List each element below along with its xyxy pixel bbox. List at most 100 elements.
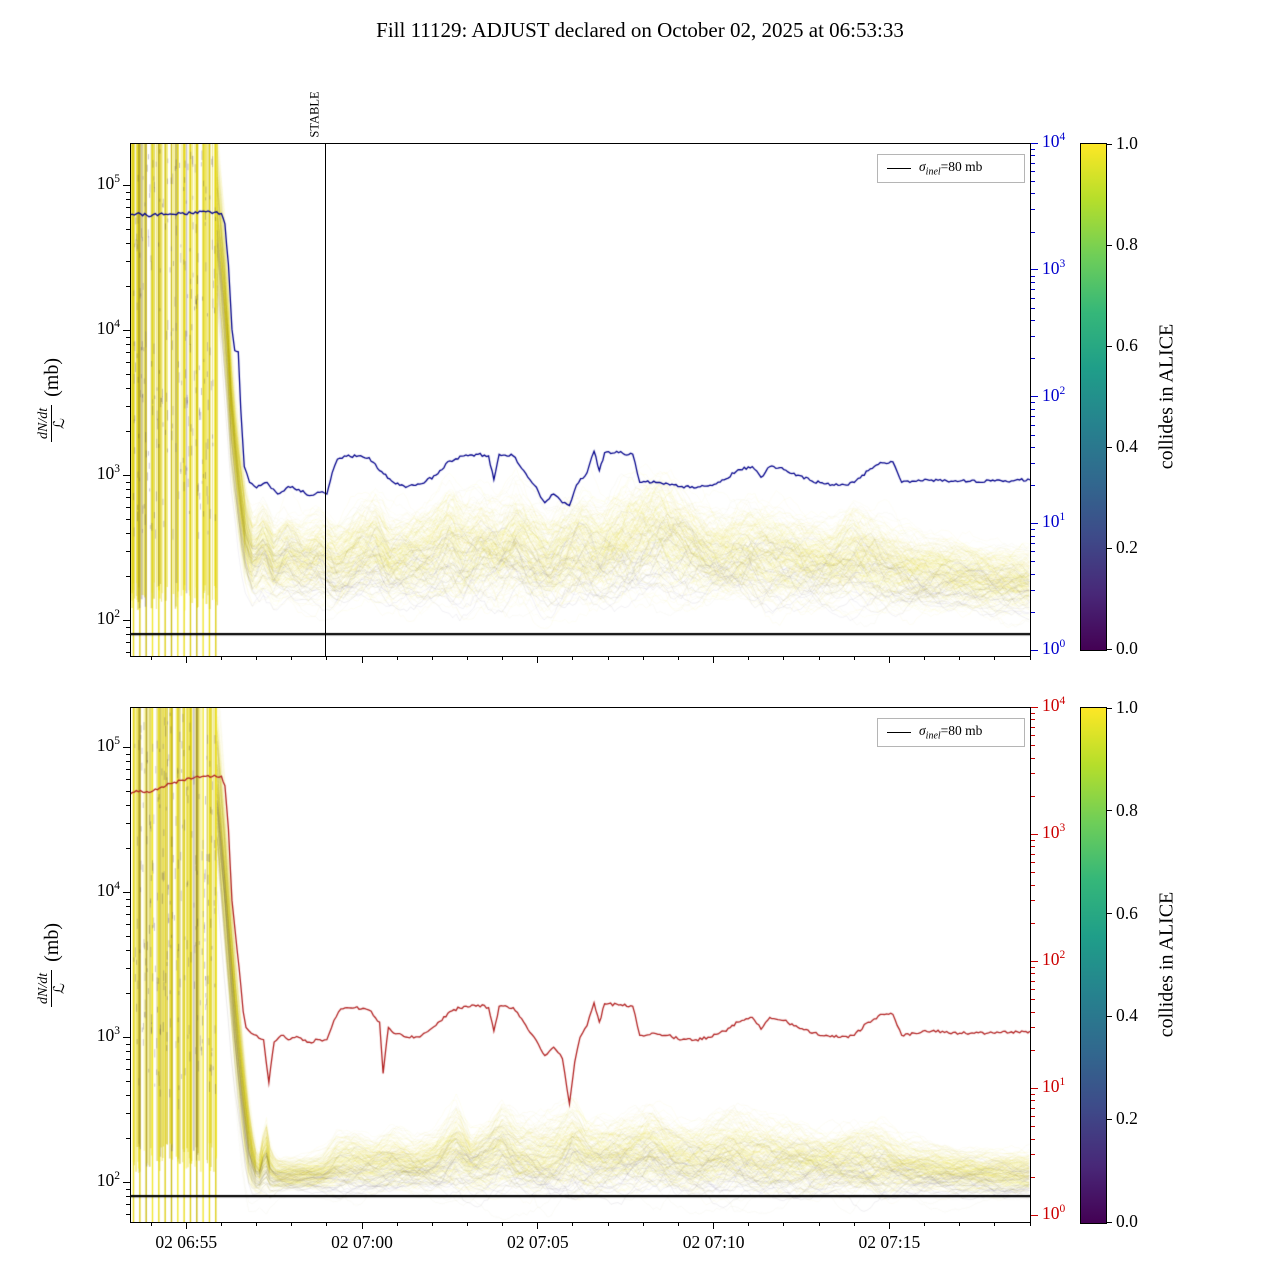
x-minor-tick bbox=[783, 656, 785, 660]
right-minor-tick bbox=[1031, 922, 1035, 924]
colorbar-top bbox=[1080, 143, 1107, 651]
colorbar-bottom bbox=[1080, 707, 1107, 1224]
colorbar-tick bbox=[1106, 547, 1112, 549]
y-minor-tick bbox=[126, 576, 130, 578]
right-minor-tick bbox=[1031, 712, 1035, 714]
y-minor-tick bbox=[126, 336, 130, 338]
legend-top: σinel=80 mb bbox=[877, 154, 1025, 183]
figure-title: Fill 11129: ADJUST declared on October 0… bbox=[376, 18, 904, 42]
right-minor-tick bbox=[1031, 611, 1035, 613]
legend-line-sample bbox=[887, 732, 911, 733]
right-major-tick bbox=[1031, 522, 1038, 524]
x-minor-tick bbox=[326, 1222, 328, 1226]
x-tick-label: 02 07:05 bbox=[506, 1232, 569, 1252]
y-minor-tick bbox=[126, 373, 130, 375]
right-major-tick bbox=[1031, 1087, 1038, 1089]
colorbar-tick-label: 0.8 bbox=[1116, 799, 1138, 820]
y-axis-label-bottom: dN/dt ℒ (mb) bbox=[29, 885, 75, 1045]
x-minor-tick bbox=[748, 1222, 750, 1226]
right-minor-tick bbox=[1031, 1138, 1035, 1140]
right-minor-tick bbox=[1031, 757, 1035, 759]
colorbar-tick bbox=[1106, 244, 1112, 246]
right-minor-tick bbox=[1031, 1011, 1035, 1013]
y-minor-tick bbox=[126, 191, 130, 193]
x-minor-tick bbox=[607, 1222, 609, 1226]
y-minor-tick bbox=[126, 242, 130, 244]
right-minor-tick bbox=[1031, 726, 1035, 728]
right-minor-tick bbox=[1031, 980, 1035, 982]
right-minor-tick bbox=[1031, 209, 1035, 211]
y-minor-tick bbox=[126, 344, 130, 346]
y-tick-label: 102 bbox=[96, 608, 120, 628]
colorbar-tick bbox=[1106, 810, 1112, 812]
colorbar-tick bbox=[1106, 446, 1112, 448]
y-tick-label: 105 bbox=[96, 173, 120, 193]
x-minor-tick bbox=[677, 656, 679, 660]
right-minor-tick bbox=[1031, 1100, 1035, 1102]
y-minor-tick bbox=[126, 779, 130, 781]
right-minor-tick bbox=[1031, 307, 1035, 309]
right-tick-label: 102 bbox=[1042, 949, 1066, 969]
x-minor-tick bbox=[431, 1222, 433, 1226]
x-minor-tick bbox=[502, 656, 504, 660]
x-minor-tick bbox=[572, 1222, 574, 1226]
right-minor-tick bbox=[1031, 231, 1035, 233]
right-minor-tick bbox=[1031, 485, 1035, 487]
colorbar-tick bbox=[1106, 1221, 1112, 1223]
colorbar-tick bbox=[1106, 648, 1112, 650]
right-minor-tick bbox=[1031, 884, 1035, 886]
x-minor-tick bbox=[256, 656, 258, 660]
colorbar-tick-label: 1.0 bbox=[1116, 697, 1138, 717]
y-minor-tick bbox=[126, 924, 130, 926]
colorbar-tick-label: 0.0 bbox=[1116, 1211, 1138, 1231]
x-minor-tick bbox=[853, 1222, 855, 1226]
y-major-tick bbox=[123, 619, 130, 621]
stable-line bbox=[324, 144, 326, 656]
x-minor-tick bbox=[642, 1222, 644, 1226]
y-minor-tick bbox=[126, 550, 130, 552]
y-major-tick bbox=[123, 184, 130, 186]
y-minor-tick bbox=[126, 935, 130, 937]
x-minor-tick bbox=[431, 656, 433, 660]
y-axis-fraction-denominator: ℒ bbox=[51, 418, 68, 429]
y-minor-tick bbox=[126, 753, 130, 755]
right-minor-tick bbox=[1031, 535, 1035, 537]
x-major-tick bbox=[888, 656, 890, 663]
x-minor-tick bbox=[818, 1222, 820, 1226]
y-minor-tick bbox=[126, 652, 130, 654]
right-minor-tick bbox=[1031, 966, 1035, 968]
y-tick-label: 104 bbox=[96, 880, 120, 900]
right-minor-tick bbox=[1031, 745, 1035, 747]
right-minor-tick bbox=[1031, 872, 1035, 874]
y-axis-fraction-numerator: dN/dt bbox=[35, 969, 52, 1008]
x-minor-tick bbox=[467, 656, 468, 660]
y-tick-label: 103 bbox=[96, 463, 120, 483]
right-minor-tick bbox=[1031, 853, 1035, 855]
x-tick-label: 02 07:00 bbox=[331, 1232, 393, 1252]
bottom-panel-canvas bbox=[131, 708, 1030, 1222]
y-minor-tick bbox=[126, 1112, 130, 1114]
y-minor-tick bbox=[126, 1138, 130, 1140]
y-minor-tick bbox=[126, 352, 130, 354]
right-minor-tick bbox=[1031, 973, 1035, 975]
x-minor-tick bbox=[396, 1222, 398, 1226]
y-major-tick bbox=[123, 474, 130, 476]
colorbar-tick bbox=[1106, 143, 1112, 145]
colorbar-tick-label: 0.0 bbox=[1116, 638, 1138, 658]
right-minor-tick bbox=[1031, 282, 1035, 284]
legend-label: σinel=80 mb bbox=[919, 159, 983, 178]
y-major-tick bbox=[123, 1181, 130, 1183]
y-minor-tick bbox=[126, 1094, 130, 1096]
y-minor-tick bbox=[126, 848, 130, 850]
right-minor-tick bbox=[1031, 193, 1035, 195]
colorbar-tick bbox=[1106, 1118, 1112, 1120]
right-minor-tick bbox=[1031, 1027, 1035, 1029]
y-minor-tick bbox=[126, 1196, 130, 1198]
colorbar-tick-label: 0.2 bbox=[1116, 537, 1138, 557]
y-minor-tick bbox=[126, 914, 130, 916]
x-minor-tick bbox=[256, 1222, 258, 1226]
right-minor-tick bbox=[1031, 402, 1035, 404]
y-minor-tick bbox=[126, 634, 130, 636]
colorbar-tick bbox=[1106, 1015, 1112, 1017]
